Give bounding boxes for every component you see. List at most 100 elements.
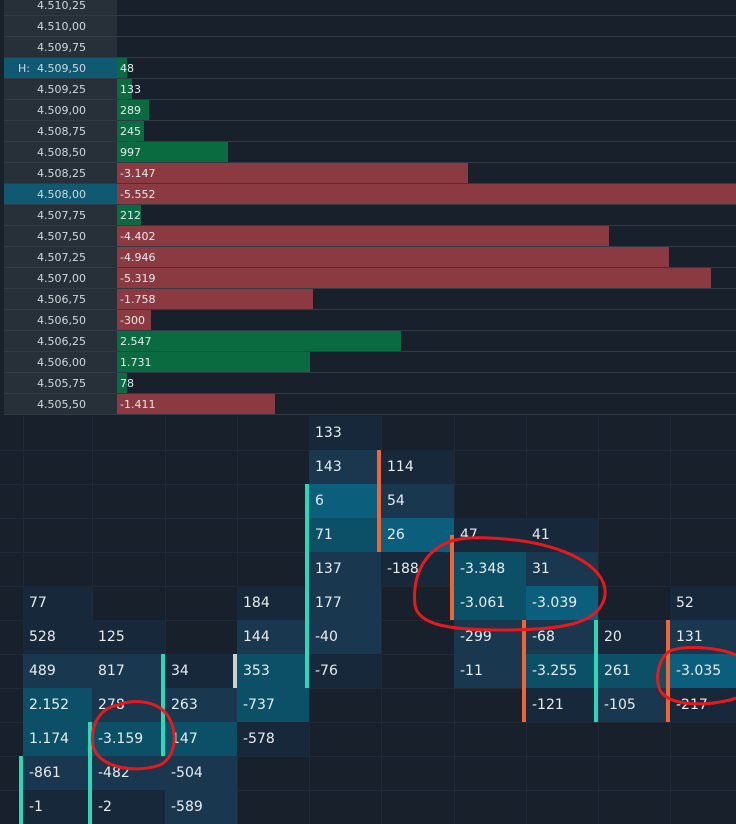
price-label: 4.507,25 [37, 251, 86, 264]
footprint-cell[interactable]: 278 [92, 688, 165, 722]
candle-wick-marker [377, 450, 381, 552]
footprint-cell[interactable]: -105 [598, 688, 670, 722]
candle-wick-marker [305, 484, 309, 688]
price-row: 4.507,75 [4, 205, 117, 226]
footprint-cell[interactable]: -68 [526, 620, 598, 654]
row-separator [4, 204, 736, 205]
footprint-cell[interactable]: 137 [309, 552, 381, 586]
footprint-cell[interactable]: 47 [454, 518, 526, 552]
footprint-cell[interactable]: -3.061 [454, 586, 526, 620]
footprint-cell[interactable]: -40 [309, 620, 381, 654]
footprint-cell[interactable]: -3.039 [526, 586, 598, 620]
footprint-cell[interactable]: -3.255 [526, 654, 598, 688]
footprint-cell[interactable]: -188 [381, 552, 454, 586]
footprint-cell[interactable]: 528 [23, 620, 92, 654]
footprint-cell[interactable]: -3.159 [92, 722, 165, 756]
footprint-cell[interactable]: -1 [23, 790, 92, 824]
row-separator [4, 351, 736, 352]
footprint-cell[interactable]: 147 [165, 722, 237, 756]
footprint-cell[interactable]: 125 [92, 620, 165, 654]
footprint-cell[interactable]: 52 [670, 586, 736, 620]
delta-value: -4.402 [120, 230, 156, 243]
price-row: 4.508,00 [4, 184, 117, 205]
footprint-cell[interactable]: 263 [165, 688, 237, 722]
footprint-cell[interactable]: 71 [309, 518, 381, 552]
footprint-cell[interactable]: 261 [598, 654, 670, 688]
footprint-cell[interactable]: -737 [237, 688, 309, 722]
footprint-cell[interactable]: 817 [92, 654, 165, 688]
footprint-cell[interactable]: -482 [92, 756, 165, 790]
footprint-cell[interactable]: -76 [309, 654, 381, 688]
delta-bar [117, 79, 132, 99]
price-row: 4.506,50 [4, 310, 117, 331]
delta-bar [117, 226, 609, 246]
price-label: 4.506,00 [37, 356, 86, 369]
price-row: 4.509,25 [4, 79, 117, 100]
footprint-cell[interactable]: -504 [165, 756, 237, 790]
delta-bar [117, 373, 127, 393]
footprint-cell[interactable]: -3.035 [670, 654, 736, 688]
price-label: 4.507,00 [37, 272, 86, 285]
footprint-cell[interactable]: -121 [526, 688, 598, 722]
price-label: 4.509,75 [37, 41, 86, 54]
delta-bar [117, 121, 145, 141]
footprint-cell[interactable]: 143 [309, 450, 381, 484]
footprint-cell[interactable]: -861 [23, 756, 92, 790]
delta-value: -5.552 [120, 188, 156, 201]
delta-value: 2.547 [120, 335, 152, 348]
footprint-cell[interactable]: 34 [165, 654, 237, 688]
price-label: 4.508,00 [37, 188, 86, 201]
row-separator [4, 162, 736, 163]
grid-line [0, 790, 736, 791]
footprint-cell[interactable]: 31 [526, 552, 598, 586]
price-row: 4.506,00 [4, 352, 117, 373]
delta-value: -1.411 [120, 398, 156, 411]
footprint-cell[interactable]: 144 [237, 620, 309, 654]
price-label: 4.508,50 [37, 146, 86, 159]
footprint-cell[interactable]: 114 [381, 450, 454, 484]
price-label: 4.506,25 [37, 335, 86, 348]
footprint-cell[interactable]: -2 [92, 790, 165, 824]
delta-bar [117, 100, 150, 120]
footprint-cell[interactable]: 77 [23, 586, 92, 620]
candle-wick-marker [19, 756, 23, 824]
footprint-cell[interactable]: -217 [670, 688, 736, 722]
footprint-cell[interactable]: 133 [309, 416, 381, 450]
row-separator [4, 99, 736, 100]
candle-wick-marker [522, 620, 526, 722]
delta-value: 1.731 [120, 356, 152, 369]
delta-bar [117, 331, 402, 351]
price-row: 4.509,00 [4, 100, 117, 121]
footprint-cell[interactable]: 20 [598, 620, 670, 654]
footprint-cell[interactable]: 184 [237, 586, 309, 620]
price-row: 4.507,00 [4, 268, 117, 289]
delta-bar [117, 394, 275, 414]
footprint-cell[interactable]: 353 [237, 654, 309, 688]
footprint-cell[interactable]: 54 [381, 484, 454, 518]
grid-line [0, 756, 736, 757]
footprint-cell[interactable]: 6 [309, 484, 381, 518]
footprint-cell[interactable]: 131 [670, 620, 736, 654]
row-separator [4, 15, 736, 16]
footprint-cell[interactable]: 41 [526, 518, 598, 552]
delta-bar [117, 352, 311, 372]
footprint-cell[interactable]: -589 [165, 790, 237, 824]
row-separator [4, 246, 736, 247]
footprint-cell[interactable]: 26 [381, 518, 454, 552]
delta-value: -3.147 [120, 167, 156, 180]
price-label: 4.507,75 [37, 209, 86, 222]
footprint-cell[interactable]: -11 [454, 654, 526, 688]
footprint-cell[interactable]: 489 [23, 654, 92, 688]
footprint-cell[interactable]: -578 [237, 722, 309, 756]
price-row: 4.506,25 [4, 331, 117, 352]
row-separator [4, 141, 736, 142]
price-label: 4.510,00 [37, 20, 86, 33]
footprint-cell[interactable]: -3.348 [454, 552, 526, 586]
footprint-cell[interactable]: -299 [454, 620, 526, 654]
footprint-cell[interactable]: 2.152 [23, 688, 92, 722]
footprint-cell[interactable]: 1.174 [23, 722, 92, 756]
price-row: 4.509,75 [4, 37, 117, 58]
footprint-cell[interactable]: 177 [309, 586, 381, 620]
grid-line [0, 722, 736, 723]
